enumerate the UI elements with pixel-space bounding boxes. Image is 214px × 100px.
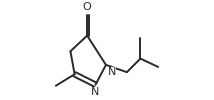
Text: O: O: [83, 2, 92, 12]
Text: N: N: [91, 87, 100, 97]
Text: N: N: [107, 68, 116, 78]
